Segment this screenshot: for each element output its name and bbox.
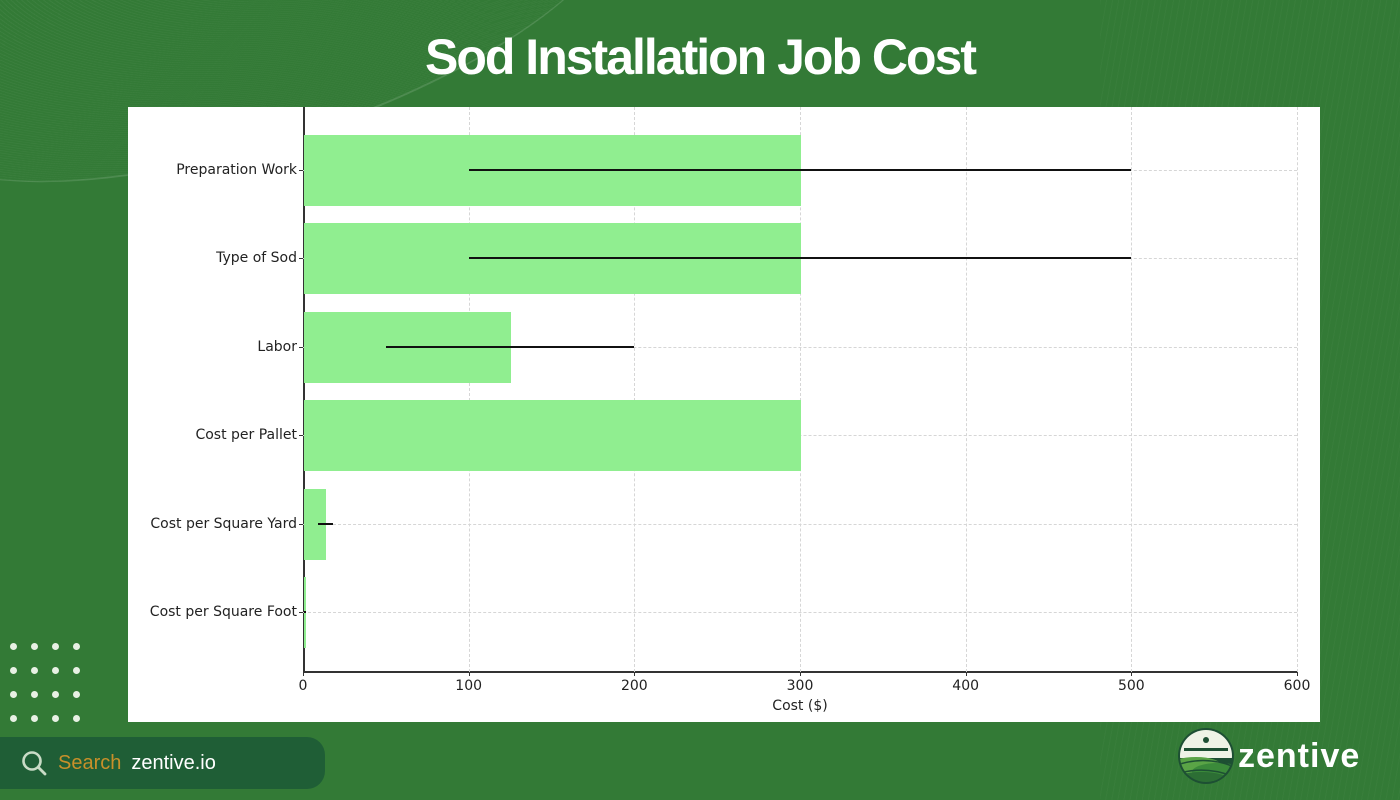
brand-logo-block: zentive	[1176, 726, 1360, 786]
x-tick-label: 100	[455, 678, 483, 694]
x-gridline	[1131, 107, 1133, 672]
y-gridline	[303, 524, 1297, 525]
x-tick-label: 600	[1283, 678, 1311, 694]
chart-card: Cost ($) 0 100 200 300 400 500 600 Preparation …	[128, 107, 1320, 722]
y-tick-mark	[299, 524, 303, 525]
y-tick-mark	[299, 170, 303, 171]
y-tick-mark	[299, 258, 303, 259]
y-tick-label: Preparation Work	[176, 162, 297, 178]
y-gridline	[303, 612, 1297, 613]
search-bar[interactable]: Search zentive.io	[0, 737, 325, 789]
dot	[52, 715, 59, 722]
dot	[73, 691, 80, 698]
x-tick-mark	[965, 672, 967, 676]
x-tick-mark	[303, 672, 304, 676]
dot	[52, 667, 59, 674]
dot	[31, 715, 38, 722]
page-title: Sod Installation Job Cost	[424, 29, 977, 85]
dot	[10, 667, 17, 674]
x-gridline	[1297, 107, 1298, 672]
dot	[31, 691, 38, 698]
x-tick-mark	[634, 672, 636, 676]
y-tick-label: Cost per Square Yard	[150, 516, 297, 532]
dot	[31, 667, 38, 674]
x-gridline	[800, 107, 801, 672]
x-tick-mark	[468, 672, 470, 676]
dot	[31, 643, 38, 650]
x-gridline	[468, 107, 470, 672]
dot-grid-decoration	[10, 643, 94, 722]
x-tick-label: 500	[1117, 678, 1145, 694]
x-tick-mark	[800, 672, 801, 676]
bar-cost-per-pallet	[304, 400, 801, 471]
dot	[52, 691, 59, 698]
dot	[73, 643, 80, 650]
dot	[10, 691, 17, 698]
search-label: Search	[58, 751, 122, 774]
x-tick-mark	[1131, 672, 1133, 676]
x-gridline	[965, 107, 967, 672]
y-gridline	[303, 347, 1297, 348]
dot	[10, 643, 17, 650]
x-tick-label: 400	[952, 678, 980, 694]
error-bar	[468, 169, 1132, 171]
search-icon	[20, 749, 48, 777]
error-bar	[468, 257, 1132, 259]
x-tick-label: 200	[620, 678, 648, 694]
search-site-text: zentive.io	[131, 751, 216, 774]
dot	[10, 715, 17, 722]
y-tick-label: Type of Sod	[216, 250, 297, 266]
zentive-logo-icon	[1176, 726, 1236, 786]
error-bar	[303, 611, 307, 613]
y-tick-label: Cost per Pallet	[195, 427, 297, 443]
plot-area: Cost ($) 0 100 200 300 400 500 600 Preparation …	[150, 107, 1310, 714]
dot	[52, 643, 59, 650]
x-tick-label: 0	[298, 678, 308, 694]
y-tick-mark	[299, 612, 303, 613]
error-bar	[385, 346, 635, 348]
y-tick-mark	[299, 347, 303, 348]
dot	[73, 667, 80, 674]
brand-name: zentive	[1238, 736, 1361, 775]
x-tick-mark	[1297, 672, 1298, 676]
dot	[73, 715, 80, 722]
x-axis-label: Cost ($)	[772, 698, 828, 714]
x-gridline	[634, 107, 636, 672]
y-tick-mark	[299, 435, 303, 436]
error-bar	[317, 523, 333, 525]
bar-cost-per-square-yard	[304, 489, 327, 560]
y-tick-label: Cost per Square Foot	[149, 604, 297, 620]
x-tick-label: 300	[786, 678, 814, 694]
y-axis-line	[303, 107, 305, 672]
y-tick-label: Labor	[257, 339, 297, 355]
